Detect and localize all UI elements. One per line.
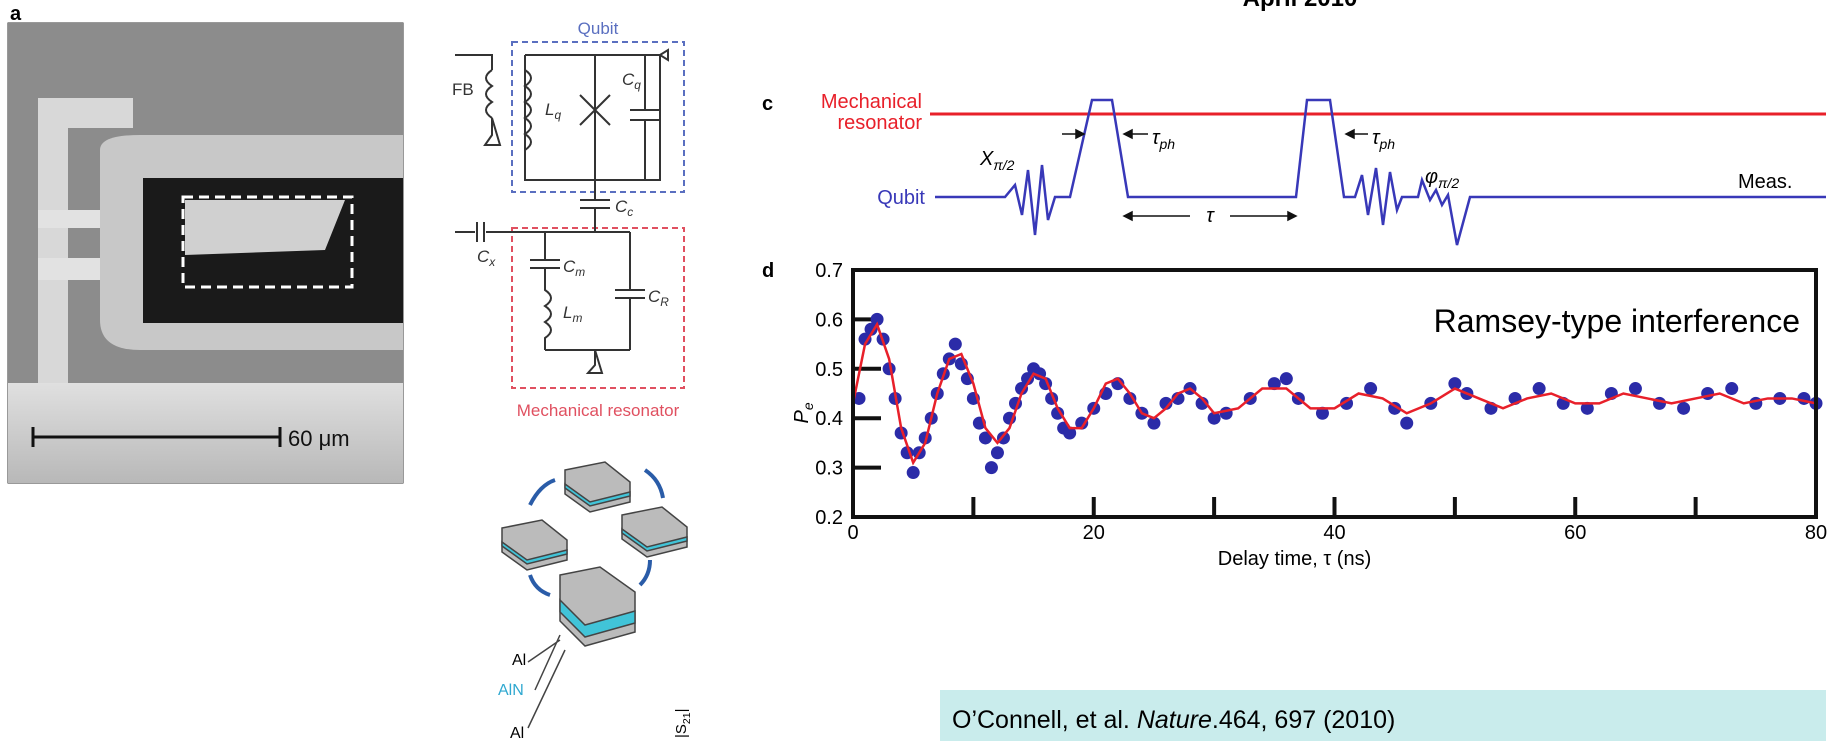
meas-label: Meas.	[1738, 171, 1792, 193]
x-tick-label: 20	[1083, 522, 1105, 544]
s21-label: |S21|	[673, 709, 693, 739]
label-sub: m	[575, 265, 585, 279]
label-sub: c	[627, 205, 633, 219]
citation-journal: Nature	[1137, 706, 1212, 734]
layer-label: AlN	[498, 682, 524, 699]
citation-rest: .464, 697 (2010)	[1212, 706, 1395, 734]
arrows	[1062, 130, 1368, 220]
label-main: φ	[1425, 166, 1438, 188]
layer-label: Al	[512, 652, 526, 669]
label-sub: m	[572, 311, 582, 325]
cm-label: Cm	[563, 257, 585, 279]
label-sub: q	[554, 108, 561, 122]
x-pulse-label: Xπ/2	[979, 148, 1015, 173]
y-tick-label: 0.4	[815, 408, 843, 430]
label-main: L	[545, 100, 554, 119]
label-sub: q	[634, 78, 641, 92]
data-point	[991, 446, 1004, 459]
data-point	[1280, 372, 1293, 385]
label-main: |S	[673, 724, 690, 738]
label-main: C	[648, 287, 661, 306]
label-main: C	[477, 247, 490, 266]
scale-bar-label: 60 μm	[288, 426, 350, 451]
data-point	[1629, 382, 1642, 395]
lq-label: Lq	[545, 100, 561, 122]
lm-label: Lm	[563, 303, 582, 325]
label-line: Mechanical	[821, 91, 922, 113]
label-main: C	[563, 257, 576, 276]
label-sub: π/2	[993, 157, 1014, 173]
qubit-label: Qubit	[877, 187, 925, 209]
resonator-title: Mechanical resonator	[517, 401, 680, 420]
label-main: L	[563, 303, 572, 322]
data-point	[1400, 417, 1413, 430]
panel-label: d	[762, 260, 774, 282]
y-tick-label: 0.3	[815, 458, 843, 480]
data-point	[907, 466, 920, 479]
label-sub: e	[800, 402, 816, 410]
qubit-title: Qubit	[578, 19, 619, 38]
y-tick-label: 0.6	[815, 309, 843, 331]
panel-label: a	[10, 3, 22, 25]
label-sub: R	[660, 295, 669, 309]
tau-ph-label: τph	[1372, 127, 1395, 152]
label-main: C	[615, 197, 628, 216]
cq-label: Cq	[622, 70, 641, 92]
annotation: Ramsey-type interference	[1434, 303, 1800, 339]
data-point	[1364, 382, 1377, 395]
label-sub: ph	[1378, 136, 1395, 152]
label-main: C	[622, 70, 635, 89]
x-tick-label: 40	[1323, 522, 1345, 544]
sem-image	[8, 23, 403, 483]
label-sub: ph	[1158, 136, 1175, 152]
cx-label: Cx	[477, 247, 496, 269]
data-point	[1533, 382, 1546, 395]
qubit-trace	[935, 100, 1826, 245]
y-tick-label: 0.5	[815, 359, 843, 381]
date: April 2010	[1243, 0, 1358, 12]
x-tick-label: 0	[847, 522, 858, 544]
tau-ph-label: τph	[1152, 127, 1175, 152]
layer-label: Al	[510, 725, 524, 741]
fb-label: FB	[452, 80, 474, 99]
label-end: |	[673, 709, 690, 713]
label-line: resonator	[838, 112, 923, 134]
slide: April 2010 a 60 μm Qubit Mechanical reso…	[0, 0, 1834, 741]
label-sub: x	[488, 255, 496, 269]
fit-line	[853, 324, 1816, 462]
citation-authors: O’Connell, et al.	[952, 706, 1137, 734]
y-axis-label: Pe	[791, 402, 816, 423]
layer-drawing	[502, 462, 687, 728]
data-point	[985, 461, 998, 474]
tau-label: τ	[1206, 205, 1215, 227]
data-point	[949, 338, 962, 351]
data-point	[1725, 382, 1738, 395]
y-tick-label: 0.7	[815, 260, 843, 282]
panel-label: c	[762, 93, 773, 115]
y-tick-label: 0.2	[815, 507, 843, 529]
x-tick-label: 60	[1564, 522, 1586, 544]
cc-label: Cc	[615, 197, 633, 219]
label-main: P	[791, 410, 813, 424]
x-tick-label: 80	[1805, 522, 1827, 544]
label-main: X	[979, 148, 994, 170]
label-sub: π/2	[1438, 175, 1459, 191]
phi-pulse-label: φπ/2	[1425, 166, 1459, 191]
data-point	[1677, 402, 1690, 415]
cr-label: CR	[648, 287, 669, 309]
citation: O’Connell, et al. Nature.464, 697 (2010)	[952, 706, 1395, 734]
label-sub: 21	[681, 712, 693, 724]
x-axis-label: Delay time, τ (ns)	[1218, 548, 1372, 570]
circuit-drawing	[455, 42, 684, 388]
ramsey-chart: 0.2 0.3 0.4 0.5 0.6 0.7 0 20 40 60 80 Ramsey-type i…	[791, 260, 1827, 570]
